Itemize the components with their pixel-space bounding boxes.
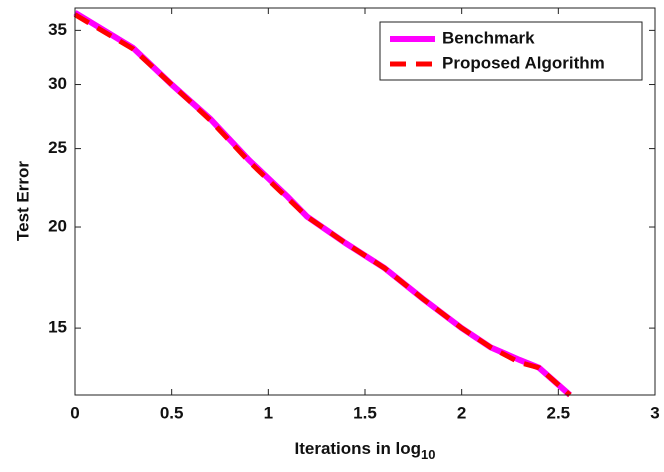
x-tick-label: 0 (70, 403, 79, 422)
x-tick-label: 0.5 (160, 403, 184, 422)
x-tick-label: 1.5 (353, 403, 377, 422)
x-axis-label-text: Iterations in log (294, 439, 421, 458)
plot-frame (74, 7, 656, 396)
legend-box (379, 21, 643, 81)
x-axis-label: Iterations in log10 (294, 439, 435, 462)
y-axis-label: Test Error (13, 161, 32, 241)
y-tick-label: 25 (48, 138, 67, 157)
legend-label: Benchmark (442, 28, 535, 47)
x-tick-label: 1 (264, 403, 273, 422)
y-tick-label: 20 (48, 217, 67, 236)
x-tick-label: 2 (457, 403, 466, 422)
data-line (73, 12, 572, 397)
x-axis-label-subscript: 10 (421, 447, 435, 462)
y-tick-label: 30 (48, 74, 67, 93)
y-tick-label: 15 (48, 318, 67, 337)
legend-label: Proposed Algorithm (442, 53, 605, 72)
y-tick-label: 35 (48, 20, 67, 39)
x-tick-label: 2.5 (547, 403, 571, 422)
x-tick-label: 3 (650, 403, 659, 422)
